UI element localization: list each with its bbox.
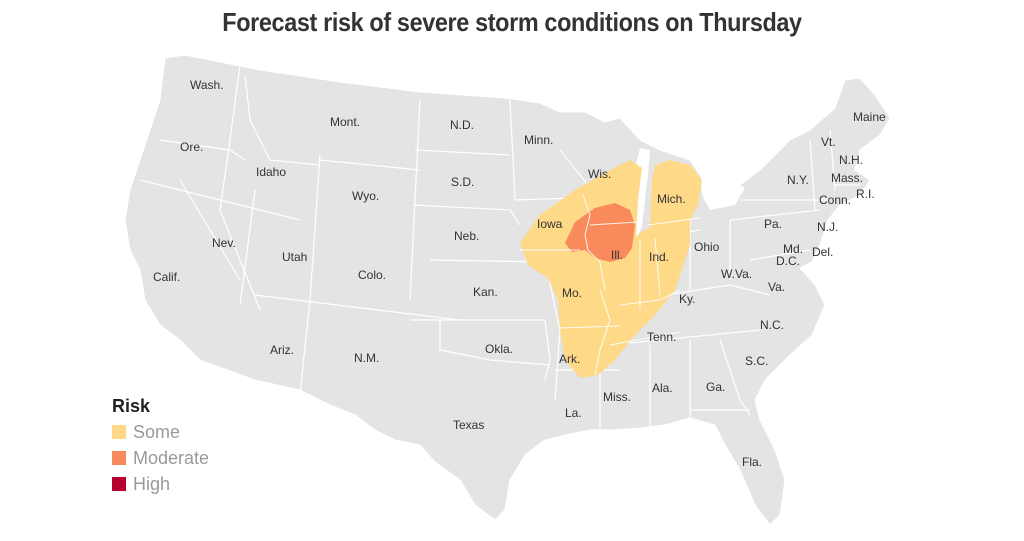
legend-label-moderate: Moderate	[133, 447, 210, 468]
state-label: Ariz.	[270, 343, 294, 357]
state-label: N.H.	[839, 153, 863, 167]
state-label: Wyo.	[352, 189, 380, 203]
state-label: Mont.	[330, 115, 361, 129]
state-label: Okla.	[485, 342, 514, 356]
legend-label-some: Some	[133, 421, 181, 442]
state-label: Iowa	[537, 217, 563, 231]
state-label: S.C.	[745, 354, 769, 368]
state-label: Nev.	[212, 236, 236, 250]
state-label: Utah	[282, 250, 308, 264]
state-label: N.D.	[450, 118, 474, 132]
state-label: Ill.	[611, 248, 623, 262]
us-land	[124, 54, 891, 526]
state-label: Ala.	[652, 381, 673, 395]
state-label: Pa.	[764, 217, 783, 231]
state-label: Texas	[453, 418, 485, 432]
risk-area-some	[520, 160, 702, 378]
legend-swatch-some	[112, 425, 126, 439]
state-label: N.M.	[354, 351, 380, 365]
state-label: W.Va.	[721, 267, 753, 281]
state-label: N.Y.	[787, 173, 809, 187]
state-label: S.D.	[451, 175, 475, 189]
state-label: Ind.	[649, 250, 670, 264]
legend-label-high: High	[133, 473, 171, 494]
state-label: Maine	[853, 110, 886, 124]
state-label: Colo.	[358, 268, 387, 282]
chart-title: Forecast risk of severe storm conditions…	[222, 7, 802, 37]
legend-swatch-high	[112, 477, 126, 491]
risk-area-moderate	[565, 203, 635, 262]
state-label: Vt.	[821, 135, 836, 149]
state-label: Ark.	[559, 352, 581, 366]
state-label: La.	[565, 406, 582, 420]
state-label: Conn.	[819, 193, 852, 207]
state-label: Ky.	[679, 292, 696, 306]
legend-swatch-moderate	[112, 451, 126, 465]
state-label: R.I.	[856, 187, 875, 201]
legend-item-some: Some	[112, 419, 209, 445]
state-label: Fla.	[742, 455, 763, 469]
lake-huron-erie	[660, 150, 745, 210]
legend-item-high: High	[112, 471, 209, 497]
state-label: Mich.	[657, 192, 686, 206]
state-label: Miss.	[603, 390, 631, 404]
state-label: Neb.	[454, 229, 480, 243]
legend-title: Risk	[112, 396, 151, 416]
state-label: Ore.	[180, 140, 204, 154]
state-label: Kan.	[473, 285, 498, 299]
state-label: N.J.	[817, 220, 839, 234]
state-label: Md.	[783, 242, 804, 256]
state-label: Idaho	[256, 165, 287, 179]
state-label: Minn.	[524, 133, 554, 147]
legend-item-moderate: Moderate	[112, 445, 209, 471]
state-label: D.C.	[776, 254, 800, 268]
state-label: Va.	[768, 280, 786, 294]
state-label: Ga.	[706, 380, 726, 394]
state-label: Del.	[812, 245, 834, 259]
state-label: Mass.	[831, 171, 864, 185]
state-label: Ohio	[694, 240, 720, 254]
state-label: Calif.	[153, 270, 181, 284]
state-label: Wash.	[190, 78, 224, 92]
state-label: N.C.	[760, 318, 784, 332]
state-label: Mo.	[562, 286, 583, 300]
state-label: Tenn.	[647, 330, 677, 344]
legend: Risk Some Moderate High	[112, 396, 209, 497]
state-label: Wis.	[588, 167, 612, 181]
